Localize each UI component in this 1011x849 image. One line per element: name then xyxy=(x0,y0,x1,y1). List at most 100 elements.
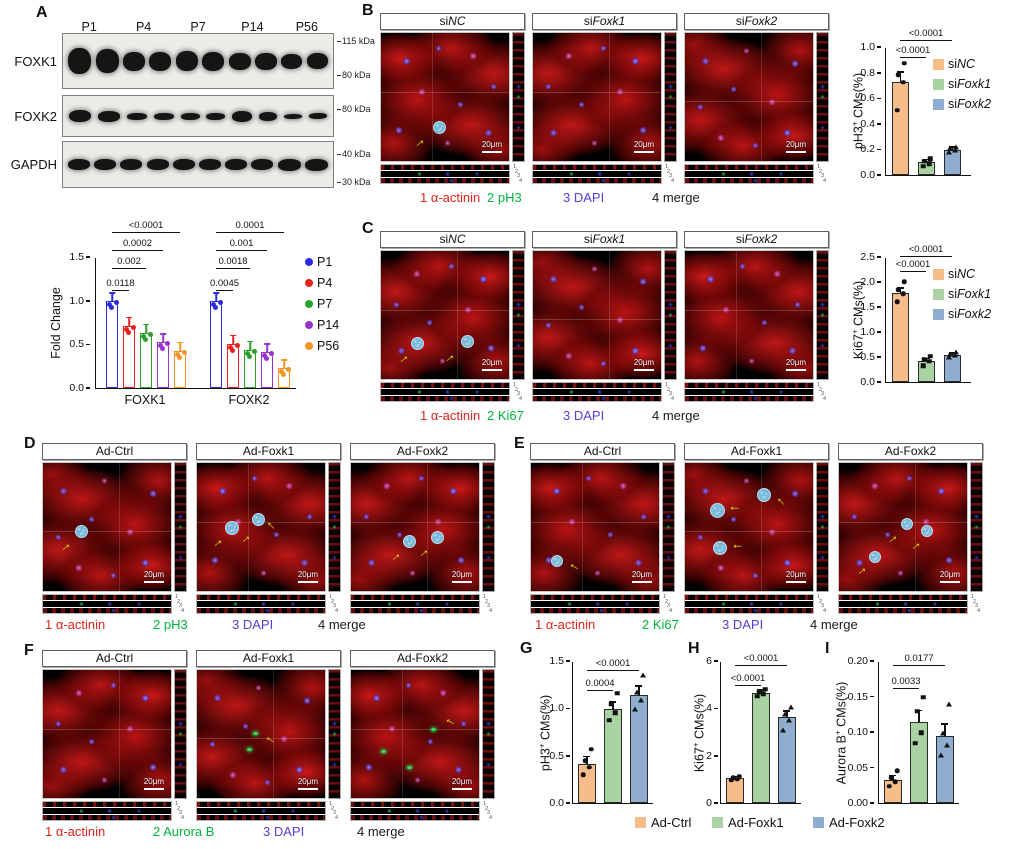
blot-band xyxy=(225,158,248,171)
data-point xyxy=(182,349,187,355)
blot-band xyxy=(95,48,119,74)
orthogonal-view-horizontal xyxy=(350,594,480,614)
orthogonal-view-horizontal xyxy=(532,164,662,184)
confocal-image: 20μm xyxy=(684,250,814,380)
scale-bar: 20μm xyxy=(785,141,806,153)
scale-bar: 20μm xyxy=(785,359,806,371)
data-point xyxy=(901,61,907,66)
blot-lane-headers: P1 P4 P7 P14 P56 xyxy=(62,20,334,36)
orthogonal-view-horizontal xyxy=(684,382,814,402)
error-bar xyxy=(230,334,236,345)
legend-marker xyxy=(305,258,313,266)
legend-item: siNC xyxy=(933,268,991,280)
scale-bar: 20μm xyxy=(297,778,318,790)
legend-item: P1 xyxy=(305,256,339,268)
data-point xyxy=(918,730,924,735)
data-point xyxy=(124,326,129,332)
mitotic-nucleus xyxy=(461,335,474,348)
image-title: Ad-Ctrl xyxy=(42,443,187,460)
legend-swatch xyxy=(933,98,944,110)
channel-caption: 3 DAPI xyxy=(563,190,605,205)
data-point xyxy=(235,342,240,348)
chart-fold-change: Fold Change 1.5 1.0 0.5 0.0 0.0118 0.002… xyxy=(22,220,367,422)
data-point xyxy=(638,697,644,703)
scale-bar: 20μm xyxy=(143,778,164,790)
x-category-label: FOXK2 xyxy=(228,393,270,407)
blot-band xyxy=(306,52,328,70)
confocal-image: 20μm xyxy=(838,462,968,592)
data-point xyxy=(158,343,163,349)
data-point xyxy=(921,158,927,164)
data-point xyxy=(946,149,952,155)
legend-item: Ad-Foxk2 xyxy=(813,815,885,830)
bar xyxy=(140,323,153,388)
data-point xyxy=(126,329,131,335)
mitotic-nucleus xyxy=(921,525,933,537)
error-bar xyxy=(897,287,903,293)
aurora-b-signal xyxy=(253,732,258,735)
significance-bracket: <0.0001 xyxy=(900,28,952,41)
legend-swatch xyxy=(933,58,944,70)
scale-bar: 20μm xyxy=(785,571,806,583)
blot-band xyxy=(67,158,91,171)
blot-band xyxy=(206,112,226,120)
confocal-image: 20μm xyxy=(42,462,172,592)
orthogonal-view-vertical xyxy=(512,32,525,162)
data-point xyxy=(788,704,794,710)
data-point xyxy=(900,291,906,296)
significance-bracket: <0.0001 xyxy=(730,673,766,686)
data-point xyxy=(894,107,900,113)
significance-bracket: <0.0001 xyxy=(735,653,787,666)
orthogonal-view-vertical xyxy=(482,462,495,592)
blot-band xyxy=(228,52,251,70)
data-point xyxy=(953,144,959,150)
legend-swatch xyxy=(813,817,824,828)
channel-caption: 1 α-actinin xyxy=(45,824,106,839)
mitotic-nucleus xyxy=(901,518,913,530)
confocal-image: 20μm xyxy=(532,32,662,162)
data-point xyxy=(586,765,592,770)
mw-marker: 80 kDa xyxy=(337,70,371,80)
bar xyxy=(106,292,119,388)
data-point xyxy=(947,351,953,357)
blot-row-label: GAPDH xyxy=(10,157,57,172)
blot-band xyxy=(67,47,92,75)
lane-label: P4 xyxy=(116,20,170,36)
blot-strip-foxk2 xyxy=(62,95,334,137)
panel-label-g: G xyxy=(520,640,533,657)
orthogonal-view-horizontal xyxy=(350,801,480,821)
significance-bracket: 0.001 xyxy=(216,238,267,251)
orthogonal-view-vertical xyxy=(970,462,983,592)
data-point xyxy=(734,776,740,782)
bar xyxy=(752,692,770,803)
mitotic-nucleus xyxy=(757,488,771,502)
image-title: Ad-Foxk2 xyxy=(350,443,495,460)
y-axis-ticks: 1.0 0.8 0.6 0.4 0.2 0.0 xyxy=(853,42,881,181)
confocal-image: 20μm xyxy=(350,462,480,592)
orthogonal-view-vertical xyxy=(328,669,341,799)
data-point xyxy=(760,691,766,696)
orthogonal-view-horizontal xyxy=(42,801,172,821)
orthogonal-view-horizontal xyxy=(196,801,326,821)
chart-ph3-ad: pH3+ CMs(%) 1.5 1.0 0.5 0.0 0.0004 <0.0001 xyxy=(537,645,696,823)
error-bar xyxy=(247,340,253,351)
error-bar xyxy=(213,292,219,303)
significance-bracket: 0.002 xyxy=(112,256,146,269)
channel-caption: 4 merge xyxy=(652,190,700,205)
error-bar xyxy=(897,71,903,83)
mw-marker: 115 kDa xyxy=(337,36,375,46)
legend-item: siFoxk2 xyxy=(933,98,991,110)
blot-row-label: FOXK2 xyxy=(14,109,57,124)
bar xyxy=(261,343,274,388)
image-title: Ad-Foxk1 xyxy=(684,443,829,460)
legend-item: siNC xyxy=(933,58,991,70)
channel-caption: 4 merge xyxy=(810,617,858,632)
data-point xyxy=(632,706,638,712)
data-point xyxy=(228,344,233,350)
